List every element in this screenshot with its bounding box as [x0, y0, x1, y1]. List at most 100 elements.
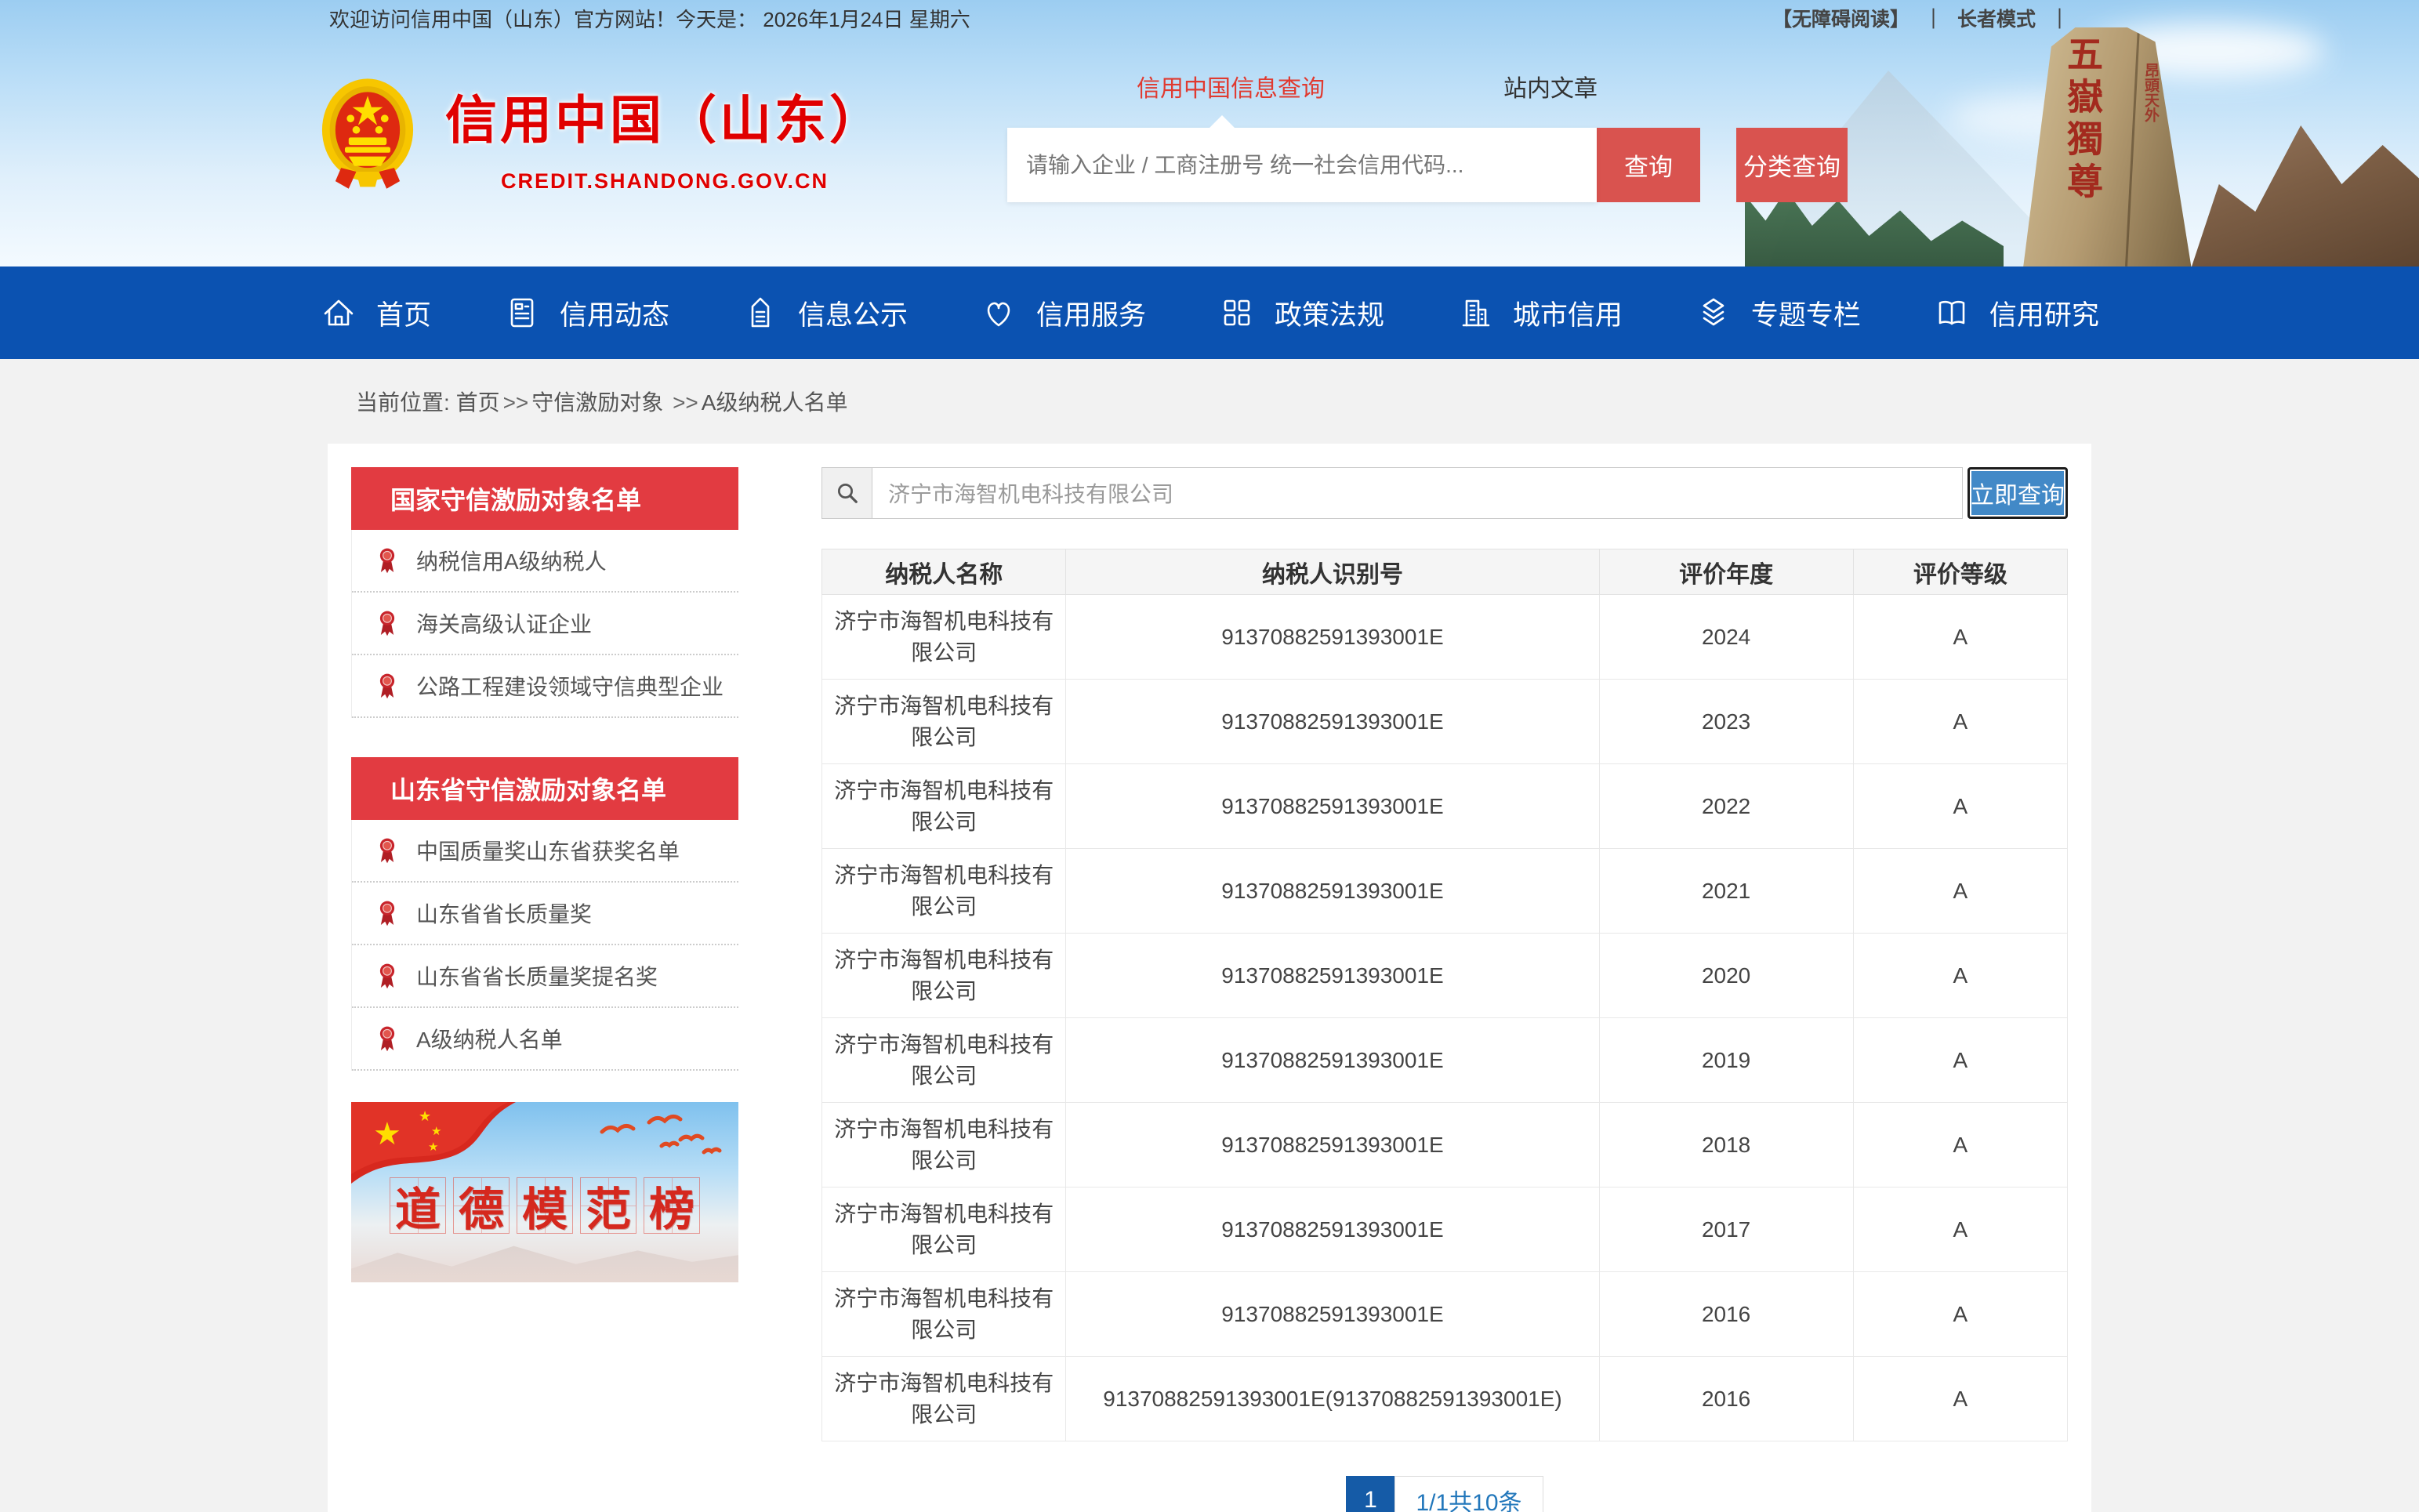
- star-icon: ★: [373, 1117, 401, 1151]
- cell-taxpayer-name: 济宁市海智机电科技有限公司: [821, 594, 1067, 680]
- column-header: 评价年度: [1598, 549, 1854, 595]
- nav-item-city-credit[interactable]: 城市信用: [1456, 293, 1623, 333]
- header-search-input[interactable]: [1007, 128, 1597, 202]
- site-title: 信用中国（山东）: [445, 90, 884, 149]
- content-card: 国家守信激励对象名单 纳税信用A级纳税人 海关高级认证企业 公路工程建设领域守信典型企…: [328, 444, 2091, 1512]
- sidebar-item-label: 公路工程建设领域守信典型企业: [416, 675, 724, 699]
- breadcrumb: 当前位置: 首页 >> 守信激励对象 >> A级纳税人名单: [328, 359, 2091, 444]
- breadcrumb-section[interactable]: 守信激励对象: [531, 390, 664, 415]
- column-header: 纳税人识别号: [1065, 549, 1600, 595]
- nav-item-credit-news[interactable]: 信用动态: [503, 293, 669, 333]
- nav-item-credit-research[interactable]: 信用研究: [1933, 293, 2099, 333]
- cell-taxpayer-id: 91370882591393001E: [1065, 1187, 1600, 1272]
- classify-query-button[interactable]: 分类查询: [1736, 128, 1848, 202]
- table-row: 济宁市海智机电科技有限公司 91370882591393001E 2016 A: [821, 1271, 2069, 1357]
- site-logo[interactable]: 信用中国（山东） CREDIT.SHANDONG.GOV.CN: [320, 77, 884, 194]
- cell-taxpayer-id: 91370882591393001E: [1065, 679, 1600, 764]
- cell-taxpayer-name: 济宁市海智机电科技有限公司: [821, 1187, 1067, 1272]
- cell-evaluation-grade: A: [1852, 1187, 2069, 1272]
- nav-item-label: 政策法规: [1274, 299, 1384, 331]
- breadcrumb-separator: >>: [666, 390, 698, 415]
- current-date: 2026年1月24日 星期六: [763, 7, 970, 31]
- banner-char: 模: [517, 1177, 573, 1236]
- sidebar-panel-0: 国家守信激励对象名单 纳税信用A级纳税人 海关高级认证企业 公路工程建设领域守信典型企…: [351, 467, 738, 718]
- nav-item-label: 信用研究: [1989, 299, 2099, 331]
- cell-evaluation-grade: A: [1852, 1356, 2069, 1441]
- table-row: 济宁市海智机电科技有限公司 91370882591393001E 2023 A: [821, 679, 2069, 764]
- nav-item-credit-service[interactable]: 信用服务: [980, 293, 1146, 333]
- cell-evaluation-year: 2019: [1598, 1017, 1854, 1103]
- nav-item-policy[interactable]: 政策法规: [1218, 293, 1384, 333]
- main-nav-list: 首页 信用动态 信息公示 信用服务 政策法规 城市信用 专题专栏 信用研究: [320, 267, 2099, 359]
- cell-evaluation-grade: A: [1852, 594, 2069, 680]
- page-number-current[interactable]: 1: [1346, 1476, 1395, 1512]
- sidebar-item[interactable]: 山东省省长质量奖提名奖: [352, 945, 738, 1008]
- building-icon: [1456, 294, 1494, 332]
- breadcrumb-home[interactable]: 首页: [455, 390, 500, 415]
- cell-evaluation-year: 2016: [1598, 1356, 1854, 1441]
- cell-taxpayer-id: 91370882591393001E(91370882591393001E): [1065, 1356, 1600, 1441]
- taxpayer-search-input[interactable]: [872, 467, 1963, 519]
- immediate-query-button[interactable]: 立即查询: [1967, 467, 2068, 519]
- table-row: 济宁市海智机电科技有限公司 91370882591393001E 2019 A: [821, 1017, 2069, 1103]
- sidebar-item[interactable]: 公路工程建设领域守信典型企业: [352, 655, 738, 718]
- elder-mode-link[interactable]: 长者模式: [1957, 9, 2036, 31]
- medal-icon: [375, 546, 399, 575]
- cell-evaluation-grade: A: [1852, 848, 2069, 934]
- medal-icon: [375, 962, 399, 990]
- home-icon: [320, 294, 357, 332]
- accessibility-link[interactable]: 【无障碍阅读】: [1772, 9, 1909, 31]
- sidebar-item[interactable]: 山东省省长质量奖: [352, 883, 738, 945]
- cell-taxpayer-name: 济宁市海智机电科技有限公司: [821, 1271, 1067, 1357]
- sidebar-item[interactable]: 纳税信用A级纳税人: [352, 530, 738, 593]
- nav-item-special-columns[interactable]: 专题专栏: [1695, 293, 1861, 333]
- nav-item-label: 首页: [376, 299, 432, 331]
- cell-taxpayer-id: 91370882591393001E: [1065, 1271, 1600, 1357]
- cell-taxpayer-id: 91370882591393001E: [1065, 1017, 1600, 1103]
- cell-taxpayer-name: 济宁市海智机电科技有限公司: [821, 848, 1067, 934]
- header-search: 查询 分类查询: [1007, 115, 1848, 202]
- nav-item-label: 信用动态: [559, 299, 669, 331]
- cell-evaluation-year: 2022: [1598, 763, 1854, 849]
- cell-evaluation-grade: A: [1852, 933, 2069, 1018]
- stone-inscription-small: 昂頭天外: [2142, 63, 2160, 122]
- breadcrumb-current: A级纳税人名单: [701, 390, 848, 415]
- query-button[interactable]: 查询: [1597, 128, 1700, 202]
- cell-taxpayer-name: 济宁市海智机电科技有限公司: [821, 933, 1067, 1018]
- news-card-icon: [503, 294, 541, 332]
- cell-taxpayer-id: 91370882591393001E: [1065, 933, 1600, 1018]
- separator: ｜: [2049, 9, 2069, 31]
- star-icon: ★: [419, 1108, 432, 1124]
- table-header-row: 纳税人名称 纳税人识别号 评价年度 评价等级: [821, 549, 2069, 595]
- nav-item-home[interactable]: 首页: [320, 293, 431, 333]
- sidebar-item-label: A级纳税人名单: [416, 1028, 563, 1052]
- sidebar-item[interactable]: 海关高级认证企业: [352, 593, 738, 655]
- cell-taxpayer-id: 91370882591393001E: [1065, 763, 1600, 849]
- national-emblem-icon: [321, 78, 414, 189]
- table-row: 济宁市海智机电科技有限公司 91370882591393001E 2018 A: [821, 1102, 2069, 1187]
- sidebar-panels: 国家守信激励对象名单 纳税信用A级纳税人 海关高级认证企业 公路工程建设领域守信典型企…: [351, 467, 738, 1071]
- medal-icon: [375, 836, 399, 865]
- cell-evaluation-grade: A: [1852, 1271, 2069, 1357]
- cell-taxpayer-id: 91370882591393001E: [1065, 594, 1600, 680]
- sidebar-item[interactable]: 中国质量奖山东省获奖名单: [352, 820, 738, 883]
- cell-taxpayer-name: 济宁市海智机电科技有限公司: [821, 1102, 1067, 1187]
- cell-evaluation-year: 2016: [1598, 1271, 1854, 1357]
- sidebar-item[interactable]: A级纳税人名单: [352, 1008, 738, 1071]
- banner-char: 道: [390, 1177, 446, 1236]
- tab-site-articles[interactable]: 站内文章: [1503, 76, 1598, 102]
- medal-icon: [375, 1024, 399, 1053]
- sidebar-panel-1: 山东省守信激励对象名单 中国质量奖山东省获奖名单 山东省省长质量奖 山东省省长质量奖提…: [351, 757, 738, 1071]
- breadcrumb-separator: >>: [502, 390, 529, 415]
- site-domain: CREDIT.SHANDONG.GOV.CN: [500, 169, 829, 193]
- medal-icon: [375, 899, 399, 927]
- table-row: 济宁市海智机电科技有限公司 91370882591393001E 2020 A: [821, 933, 2069, 1018]
- nav-item-info-publicity[interactable]: 信息公示: [742, 293, 908, 333]
- moral-model-banner[interactable]: ★ ★ ★ ★ 道德模范榜: [351, 1102, 738, 1282]
- topbar: 欢迎访问信用中国（山东）官方网站！今天是： 2026年1月24日 星期六 【无障…: [0, 0, 2419, 31]
- medal-icon: [375, 672, 399, 700]
- tab-credit-china-query[interactable]: 信用中国信息查询: [1137, 76, 1325, 102]
- cell-evaluation-grade: A: [1852, 679, 2069, 764]
- sidebar: 国家守信激励对象名单 纳税信用A级纳税人 海关高级认证企业 公路工程建设领域守信典型企…: [351, 467, 738, 1512]
- main-nav: 首页 信用动态 信息公示 信用服务 政策法规 城市信用 专题专栏 信用研究: [0, 267, 2419, 359]
